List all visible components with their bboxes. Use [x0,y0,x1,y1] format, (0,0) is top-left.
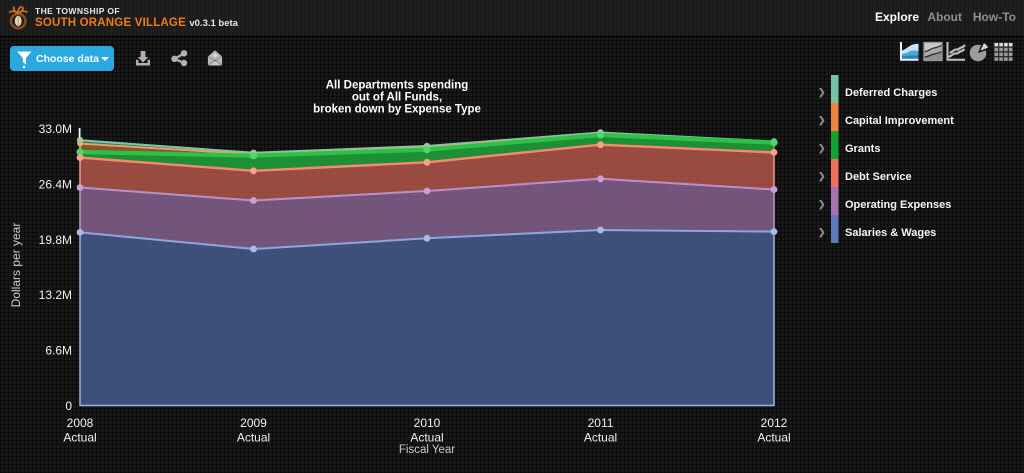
svg-text:19.8M: 19.8M [39,233,72,247]
svg-text:Capital Improvement: Capital Improvement [845,115,954,127]
svg-text:33.0M: 33.0M [39,122,72,136]
svg-text:Operating Expenses: Operating Expenses [845,199,951,211]
svg-text:Deferred Charges: Deferred Charges [845,87,937,99]
svg-text:Actual: Actual [410,431,443,445]
svg-text:out of All Funds,: out of All Funds, [352,92,442,104]
svg-text:❯: ❯ [818,87,826,98]
svg-text:26.4M: 26.4M [39,177,72,191]
svg-text:13.2M: 13.2M [39,288,72,302]
svg-text:Debt Service: Debt Service [845,171,912,183]
svg-text:2012: 2012 [761,416,788,430]
svg-text:2010: 2010 [414,416,441,430]
svg-text:Actual: Actual [237,431,270,445]
svg-text:Actual: Actual [63,431,96,445]
svg-text:❯: ❯ [818,227,826,238]
svg-text:broken down by Expense Type: broken down by Expense Type [313,104,481,116]
svg-text:2009: 2009 [240,416,267,430]
svg-text:6.6M: 6.6M [45,344,72,358]
svg-text:All Departments spending: All Departments spending [326,80,469,92]
svg-text:❯: ❯ [818,115,826,126]
svg-text:Grants: Grants [845,143,880,155]
svg-text:Actual: Actual [757,431,790,445]
svg-text:❯: ❯ [818,199,826,210]
svg-text:❯: ❯ [818,171,826,182]
svg-text:0: 0 [65,399,72,413]
svg-text:Salaries & Wages: Salaries & Wages [845,227,936,239]
svg-text:Actual: Actual [584,431,617,445]
svg-text:Dollars per year: Dollars per year [9,223,23,308]
svg-text:Fiscal Year: Fiscal Year [399,444,455,456]
svg-text:❯: ❯ [818,143,826,154]
svg-text:2011: 2011 [588,416,614,430]
svg-text:2008: 2008 [67,416,94,430]
